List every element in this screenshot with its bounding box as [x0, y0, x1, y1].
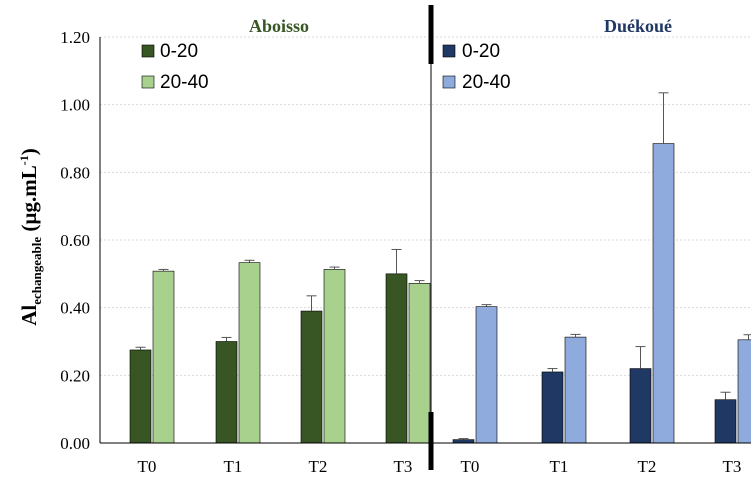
bar-duekoue-t1-20-40	[564, 336, 587, 444]
legend-swatch-duekoue-20-40	[442, 75, 456, 89]
bar-aboisso-t1-0-20	[215, 341, 238, 444]
y-tick-label: 0.40	[60, 299, 90, 318]
panel-title-aboisso: Aboisso	[249, 16, 309, 36]
y-tick-label: 0.00	[60, 434, 90, 453]
bar-aboisso-t3-20-40	[408, 283, 431, 444]
legend-label-aboisso-20-40: 20-40	[160, 72, 209, 93]
y-axis-label-main: Al	[17, 305, 41, 326]
bar-duekoue-t0-20-40	[475, 306, 498, 444]
axes-layer: 0.00 0.20 0.40 0.60 0.80 1.00 1.20 T0 T1 T2 T3 T0 T1…	[60, 28, 751, 476]
x-tick-label-duekoue-t2: T2	[638, 457, 657, 476]
bar-aboisso-t0-0-20	[129, 349, 152, 444]
x-tick-label-aboisso-t3: T3	[394, 457, 413, 476]
bar-duekoue-t0-0-20	[452, 439, 475, 444]
x-tick-label-duekoue-t0: T0	[461, 457, 480, 476]
legend-swatch-aboisso-0-20	[141, 44, 155, 58]
bar-duekoue-t3-20-40	[737, 339, 751, 444]
x-tick-label-duekoue-t1: T1	[550, 457, 569, 476]
bar-duekoue-t2-0-20	[629, 368, 652, 444]
bar-duekoue-t2-20-40	[652, 143, 675, 444]
bar-aboisso-t2-20-40	[323, 269, 346, 444]
x-tick-label-aboisso-t2: T2	[309, 457, 328, 476]
legend-aboisso: 0-20 20-40	[141, 41, 209, 93]
y-axis-label: Alechangeable (µg.mL-1)	[17, 148, 44, 325]
x-tick-label-duekoue-t3: T3	[723, 457, 742, 476]
legend-label-duekoue-20-40: 20-40	[462, 72, 511, 93]
legend-label-duekoue-0-20: 0-20	[462, 41, 500, 62]
bar-aboisso-t1-20-40	[238, 262, 261, 444]
y-axis-label-sub: echangeable	[29, 237, 44, 305]
bar-duekoue-t3-0-20	[714, 399, 737, 444]
bar-aboisso-t3-0-20	[385, 273, 408, 444]
y-axis-label-end: )	[17, 148, 41, 155]
bar-duekoue-t1-0-20	[541, 371, 564, 444]
y-tick-label: 0.60	[60, 231, 90, 250]
legend-label-aboisso-0-20: 0-20	[160, 41, 198, 62]
x-tick-label-aboisso-t1: T1	[224, 457, 243, 476]
legend-swatch-duekoue-0-20	[442, 44, 456, 58]
y-tick-label: 0.20	[60, 366, 90, 385]
bar-aboisso-t2-0-20	[300, 310, 323, 444]
y-tick-label: 1.20	[60, 28, 90, 47]
legend-duekoue: 0-20 20-40	[442, 41, 511, 93]
bar-aboisso-t0-20-40	[152, 270, 175, 444]
bars-layer	[129, 92, 751, 444]
legend-swatch-aboisso-20-40	[141, 75, 155, 89]
panel-title-duekoue: Duékoué	[604, 16, 672, 36]
x-tick-label-aboisso-t0: T0	[138, 457, 157, 476]
y-tick-label: 0.80	[60, 163, 90, 182]
y-axis-label-rest: (µg.mL	[17, 165, 41, 237]
y-tick-label: 1.00	[60, 96, 90, 115]
y-axis-label-sup: -1	[17, 155, 31, 165]
